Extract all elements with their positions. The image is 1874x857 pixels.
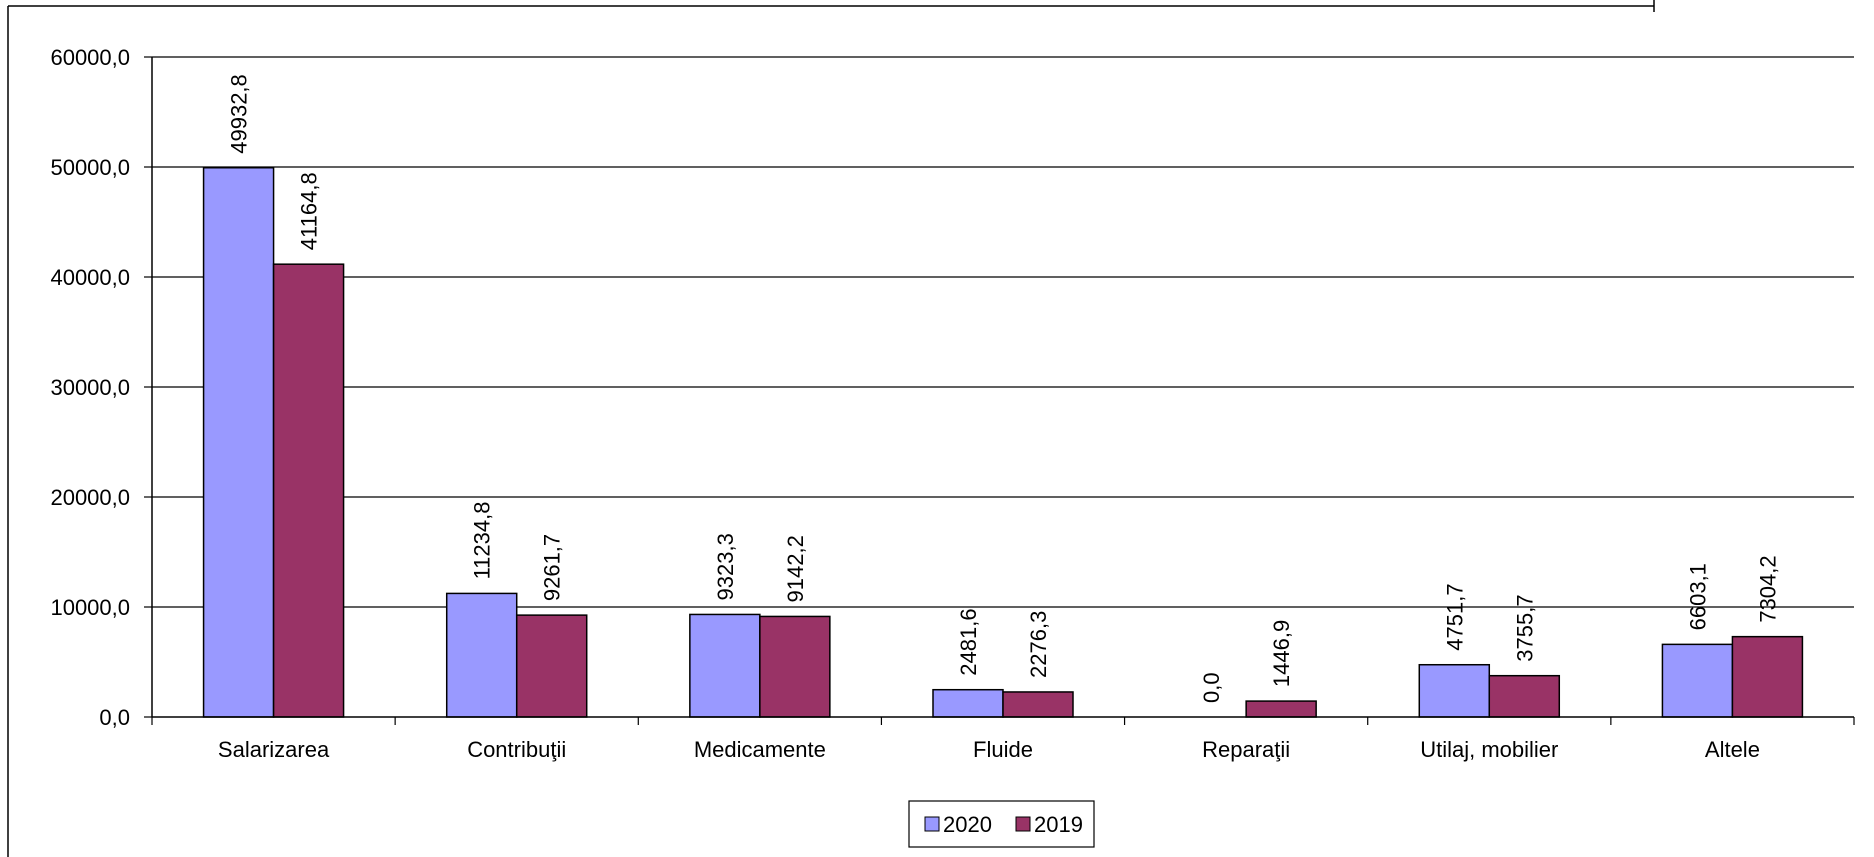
data-label-2020: 2481,6 (956, 608, 981, 675)
bar-2020 (689, 613, 761, 718)
x-category-label: Contribuţii (467, 737, 566, 762)
bar-2020 (1661, 643, 1734, 718)
legend-label-2019: 2019 (1034, 812, 1083, 837)
data-label-2020: 9323,3 (713, 533, 738, 600)
data-label-2019: 3755,7 (1512, 594, 1537, 661)
y-tick-label: 0,0 (99, 705, 130, 730)
bar-2019 (1731, 635, 1804, 718)
y-tick-label: 60000,0 (50, 45, 130, 70)
data-label-2019: 1446,9 (1269, 620, 1294, 687)
y-tick-labels: 0,0 10000,0 20000,0 30000,0 40000,0 50000,0 60… (50, 45, 130, 730)
x-category-label: Utilaj, mobilier (1420, 737, 1558, 762)
bar-2019 (1002, 691, 1074, 718)
legend-label-2020: 2020 (943, 812, 992, 837)
data-label-2019: 7304,2 (1755, 555, 1780, 622)
bar-2019 (759, 615, 831, 718)
legend-swatch-2019 (1015, 816, 1031, 832)
x-category-label: Medicamente (694, 737, 826, 762)
x-category-label: Reparaţii (1202, 737, 1290, 762)
y-tick-label: 20000,0 (50, 485, 130, 510)
data-labels: 49932,8 41164,8 11234,8 9261,7 9323,3 9142,2 2… (227, 74, 1781, 703)
y-tick-label: 30000,0 (50, 375, 130, 400)
bar-2020 (932, 688, 1004, 718)
legend: 2020 2019 (908, 800, 1095, 848)
y-tick-label: 10000,0 (50, 595, 130, 620)
data-label-2020: 49932,8 (227, 74, 252, 154)
bars (202, 166, 1804, 718)
bar-2019 (272, 263, 345, 718)
y-tick-label: 40000,0 (50, 265, 130, 290)
bar-2020 (445, 592, 518, 718)
data-label-2020: 4751,7 (1442, 583, 1467, 650)
data-label-2019: 2276,3 (1026, 611, 1051, 678)
data-label-2019: 9261,7 (540, 534, 565, 601)
bar-2019 (1488, 674, 1561, 718)
legend-box (908, 800, 1095, 848)
x-category-label: Fluide (973, 737, 1033, 762)
x-category-label: Salarizarea (218, 737, 330, 762)
bar-2020 (202, 166, 275, 718)
x-category-labels: Salarizarea Contribuţii Medicamente Fluide R… (218, 737, 1760, 762)
data-label-2020: 6603,1 (1685, 563, 1710, 630)
data-label-2020: 11234,8 (470, 502, 495, 580)
y-tick-label: 50000,0 (50, 155, 130, 180)
data-label-2019: 9142,2 (783, 535, 808, 602)
bar-2019 (1245, 700, 1317, 718)
bar-2019 (515, 614, 588, 718)
bar-2020 (1418, 663, 1491, 718)
legend-swatch-2020 (924, 816, 940, 832)
gridlines (152, 56, 1854, 608)
data-label-2020: 0,0 (1199, 672, 1224, 703)
axes (144, 56, 1855, 725)
data-label-2019: 41164,8 (297, 172, 322, 250)
x-category-label: Altele (1705, 737, 1760, 762)
